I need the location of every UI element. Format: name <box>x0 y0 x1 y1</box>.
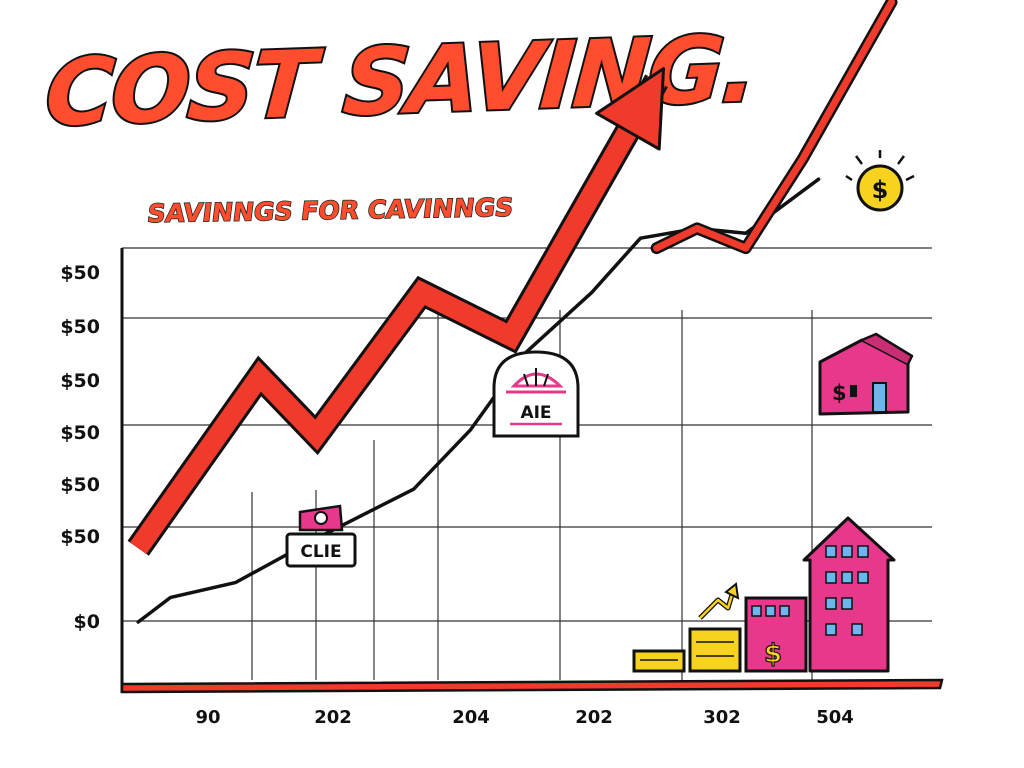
coin-stack-tall-icon <box>688 582 742 673</box>
series-line-red <box>653 0 895 252</box>
series-layer <box>127 0 898 624</box>
sign-label-2: AIE <box>520 403 551 423</box>
x-tick-label: 202 <box>314 707 352 728</box>
x-axis-ticks: 90 202 204 202 302 504 <box>195 707 853 728</box>
y-tick-label: $50 <box>60 370 100 392</box>
sign-label-1: CLIE <box>300 542 341 562</box>
y-tick-label: $50 <box>60 474 100 496</box>
building-small-icon: $ <box>744 596 808 673</box>
series-arrowhead <box>595 67 666 151</box>
y-tick-label: $50 <box>60 422 100 444</box>
y-tick-label: $0 <box>74 611 100 633</box>
svg-text:$: $ <box>764 639 782 669</box>
svg-text:$: $ <box>832 381 847 405</box>
apartment-building-icon <box>802 516 896 673</box>
x-tick-label: 202 <box>575 707 613 728</box>
shop-sign-icon: CLIE <box>285 504 357 568</box>
y-tick-label: $50 <box>60 316 100 338</box>
svg-text:$: $ <box>872 176 889 204</box>
x-tick-label: 302 <box>703 707 741 728</box>
storefront-icon: AIE <box>492 350 580 438</box>
y-tick-label: $50 <box>60 526 100 548</box>
y-axis-ticks: $50 $50 $50 $50 $50 $50 $0 <box>60 262 100 633</box>
house-with-dollar-icon: $ <box>818 332 914 416</box>
series-line-red-outline <box>650 0 898 255</box>
x-tick-label: 504 <box>816 707 854 728</box>
x-axis-baseline <box>120 678 944 694</box>
y-tick-label: $50 <box>60 262 100 284</box>
x-tick-label: 90 <box>195 707 220 728</box>
x-tick-label: 204 <box>452 707 490 728</box>
series-arrow-body <box>130 75 666 554</box>
coin-stack-small-icon <box>632 649 686 673</box>
dollar-coin-icon: $ <box>845 150 915 212</box>
